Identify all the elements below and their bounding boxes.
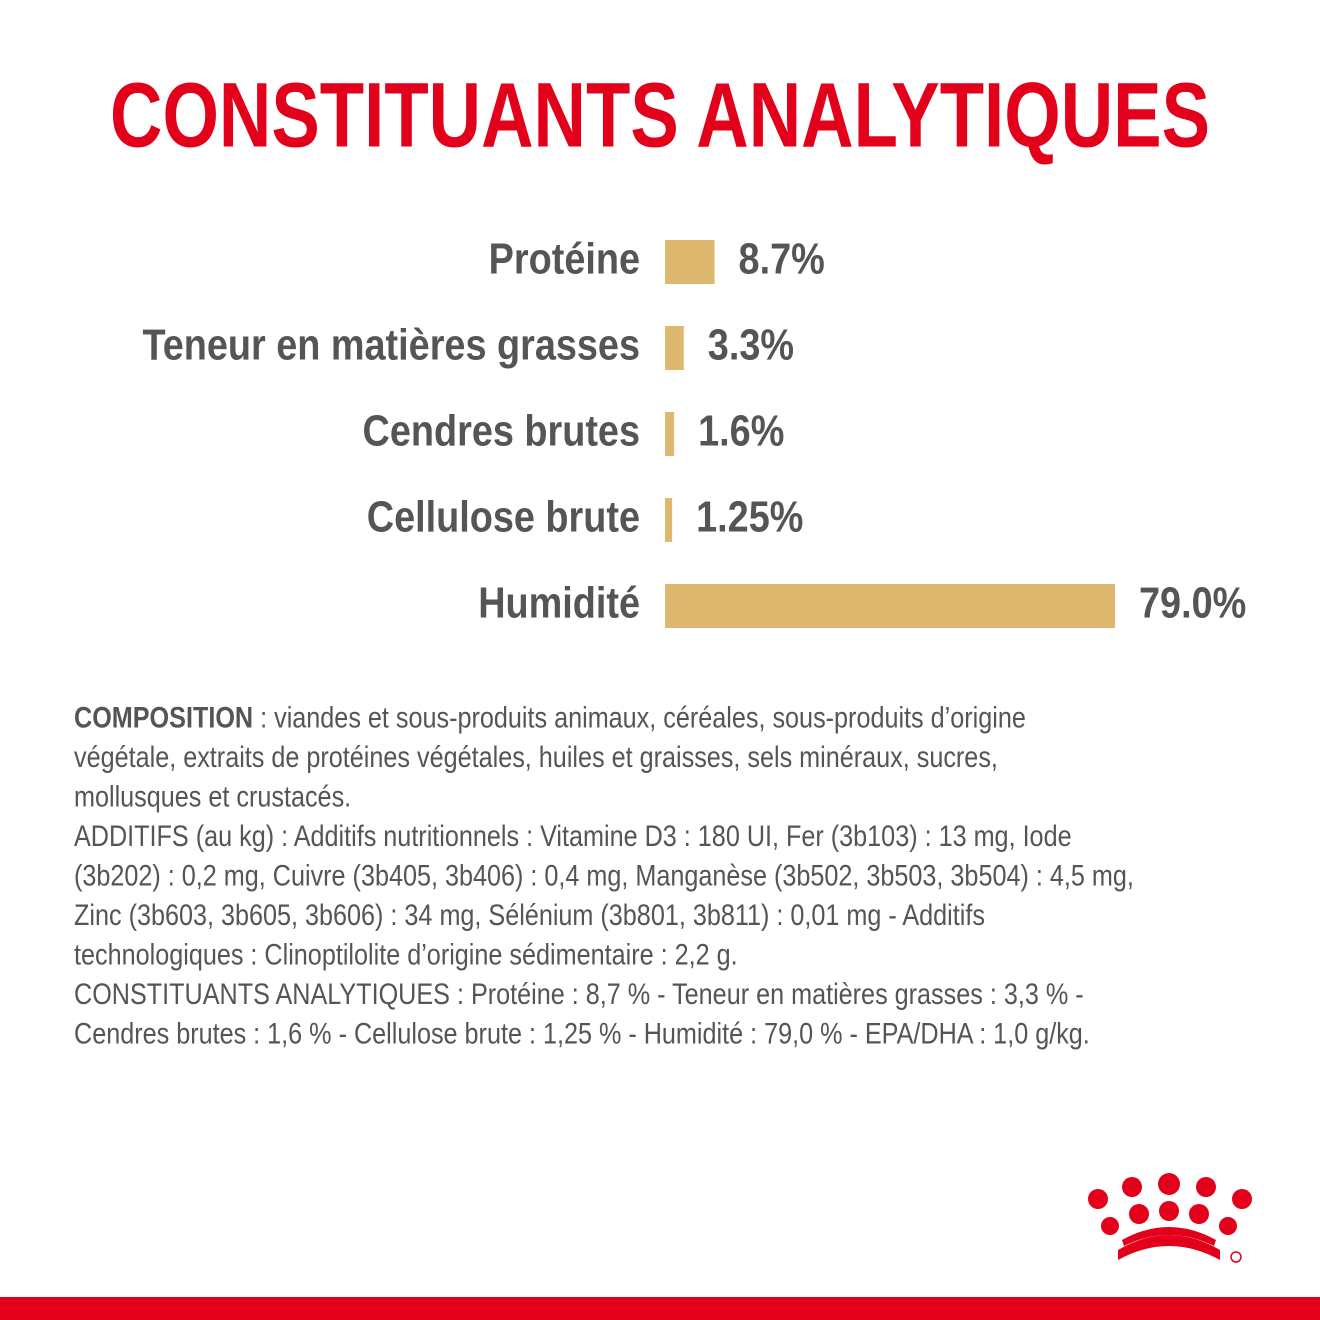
chart-title: CONSTITUANTS ANALYTIQUES (110, 64, 1210, 166)
composition-text: : viandes et sous-produits animaux, céré… (253, 701, 1026, 735)
logo (1088, 1173, 1252, 1263)
composition-text: mollusques et crustacés. (74, 780, 351, 814)
value-label: 8.7% (739, 234, 825, 283)
category-label: Teneur en matières grasses (142, 320, 640, 369)
composition-text: ADDITIFS (au kg) : Additifs nutritionnel… (74, 819, 1072, 853)
category-label: Protéine (489, 234, 640, 283)
composition-line: ADDITIFS (au kg) : Additifs nutritionnel… (74, 819, 1072, 853)
composition-line: Zinc (3b603, 3b605, 3b606) : 34 mg, Sélé… (74, 898, 985, 932)
bar (665, 326, 684, 370)
composition-line: COMPOSITION : viandes et sous-produits a… (74, 701, 1026, 735)
category-label: Cellulose brute (367, 492, 640, 541)
value-label: 79.0% (1139, 578, 1246, 627)
category-label: Humidité (478, 578, 640, 627)
composition-line: technologiques : Clinoptilolite d’origin… (74, 938, 738, 972)
composition-line: Cendres brutes : 1,6 % - Cellulose brute… (74, 1017, 1090, 1051)
composition-text: végétale, extraits de protéines végétale… (74, 740, 998, 774)
composition-text: Zinc (3b603, 3b605, 3b606) : 34 mg, Sélé… (74, 898, 985, 932)
bar (665, 240, 715, 284)
bar-chart: Protéine 8.7% Teneur en matières grasses 3.… (142, 234, 1246, 628)
bar (665, 498, 673, 542)
footer-bar (0, 1297, 1320, 1320)
composition-text: Cendres brutes : 1,6 % - Cellulose brute… (74, 1017, 1090, 1051)
composition-label: COMPOSITION (74, 701, 253, 735)
composition-text: CONSTITUANTS ANALYTIQUES : Protéine : 8,… (74, 977, 1084, 1011)
bar (665, 584, 1115, 628)
composition-line: végétale, extraits de protéines végétale… (74, 740, 998, 774)
value-label: 1.25% (696, 492, 803, 541)
composition-line: (3b202) : 0,2 mg, Cuivre (3b405, 3b406) … (74, 859, 1134, 893)
value-label: 1.6% (698, 406, 784, 455)
composition-text: COMPOSITION : viandes et sous-produits a… (74, 701, 1134, 1051)
bar (665, 412, 675, 456)
category-label: Cendres brutes (363, 406, 640, 455)
composition-text: (3b202) : 0,2 mg, Cuivre (3b405, 3b406) … (74, 859, 1134, 893)
value-label: 3.3% (708, 320, 794, 369)
composition-line: mollusques et crustacés. (74, 780, 351, 814)
composition-text: technologiques : Clinoptilolite d’origin… (74, 938, 738, 972)
composition-line: CONSTITUANTS ANALYTIQUES : Protéine : 8,… (74, 977, 1084, 1011)
